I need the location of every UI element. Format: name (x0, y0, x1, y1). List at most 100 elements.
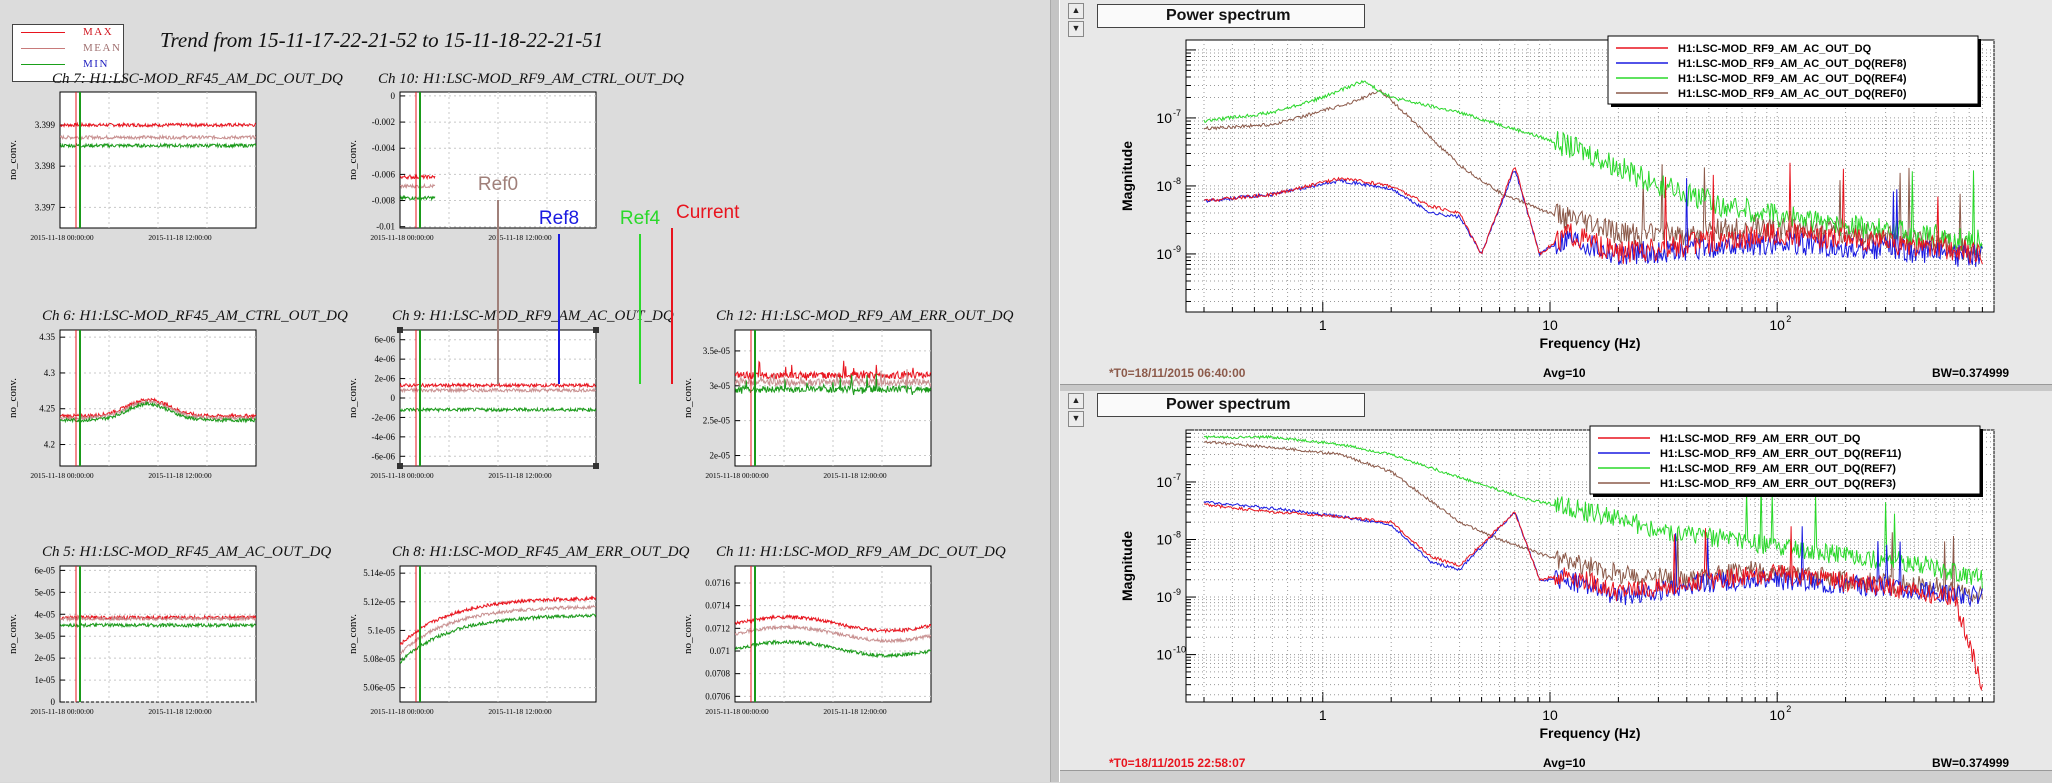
series-line-mean (735, 623, 931, 644)
series-group (60, 92, 256, 228)
y-tick-label: 10 (1156, 246, 1172, 262)
y-tick-label: 3.397 (35, 202, 56, 212)
x-axis-label: Frequency (Hz) (1539, 335, 1640, 351)
marker-label-ref0: Ref0 (478, 174, 518, 195)
y-tick-label: 5.08e-05 (363, 654, 395, 664)
x-axis-label: Frequency (Hz) (1539, 725, 1640, 741)
x-tick-label: 2015-11-18 12:00:00 (148, 233, 212, 242)
legend-label: H1:LSC-MOD_RF9_AM_ERR_OUT_DQ(REF3) (1660, 478, 1896, 490)
y-tick-label: 0 (391, 393, 396, 403)
legend-entry-max: MAX (13, 25, 123, 41)
series-line-min (400, 406, 596, 414)
x-tick-label: 2015-11-18 00:00:00 (705, 707, 769, 716)
series-line-mean (60, 615, 256, 623)
window-divider[interactable] (1050, 0, 1060, 782)
legend-label: H1:LSC-MOD_RF9_AM_AC_OUT_DQ(REF0) (1678, 88, 1907, 100)
trend-title: Trend from 15-11-17-22-21-52 to 15-11-18… (160, 28, 604, 52)
series-line-min (60, 400, 256, 424)
y-tick-exponent: -8 (1173, 176, 1181, 186)
x-tick-exponent: 2 (1786, 704, 1791, 714)
y-tick-exponent: -9 (1173, 244, 1181, 254)
spectrum-series-line (1203, 170, 1983, 267)
trend-panel-ch9: 6e-06 4e-06 2e-06 0 -2e-06 -4e-06 -6e-06 no_con… (347, 327, 599, 480)
series-line-max (735, 360, 931, 381)
y-tick-label: 2.5e-05 (703, 416, 731, 426)
resize-handle (593, 327, 599, 333)
series-group (400, 92, 436, 228)
spectrum-title-bottom: Power spectrum (1097, 393, 1365, 417)
y-tick-exponent: -7 (1173, 472, 1181, 482)
panel-title-ch12: Ch 12: H1:LSC-MOD_RF9_AM_ERR_OUT_DQ (716, 308, 1014, 324)
y-tick-label: 2e-05 (35, 653, 56, 663)
series-group (400, 330, 596, 466)
x-tick-label: 1 (1319, 707, 1327, 723)
plot-area (59, 565, 257, 703)
scroll-down-button-top[interactable]: ▼ (1068, 21, 1084, 37)
panel-title-ch8: Ch 8: H1:LSC-MOD_RF45_AM_ERR_OUT_DQ (392, 544, 690, 560)
y-tick-label: 0 (51, 697, 56, 707)
x-tick-label: 2015-11-18 12:00:00 (148, 471, 212, 480)
plot-area (734, 329, 932, 467)
series-group (60, 566, 256, 702)
scroll-down-button-bottom[interactable]: ▼ (1068, 411, 1084, 427)
pane-separator[interactable] (1060, 384, 2052, 391)
y-tick-label: 3e-05 (710, 381, 731, 391)
trend-legend: MAX MEAN MIN (12, 24, 124, 82)
t0-readout-bottom: *T0=18/11/2015 22:58:07 (1109, 756, 1246, 770)
y-tick-label: 4e-06 (375, 354, 396, 364)
y-axis-label: no_conv. (347, 614, 359, 654)
y-tick-label: 5.14e-05 (363, 568, 395, 578)
trend-panel-ch6: 4.35 4.3 4.25 4.2 no_conv. 2015-11-18 00:00:0… (7, 329, 257, 480)
series-line-max (400, 173, 436, 181)
series-group (60, 330, 256, 466)
series-line-max (735, 613, 931, 634)
scroll-up-button-top[interactable]: ▲ (1068, 3, 1084, 19)
x-tick-label: 10 (1542, 707, 1558, 723)
trend-window: MAX MEAN MIN Trend from 15-11-17-22-21-5… (7, 24, 1014, 716)
series-group (400, 566, 596, 702)
y-tick-label: 0.0708 (705, 669, 730, 679)
legend-label: H1:LSC-MOD_RF9_AM_ERR_OUT_DQ (1660, 433, 1861, 445)
scroll-up-button-bottom[interactable]: ▲ (1068, 393, 1084, 409)
y-tick-exponent: -10 (1173, 645, 1186, 655)
spectrum-series-line (1203, 79, 1983, 255)
y-tick-label: 3e-05 (35, 631, 56, 641)
y-tick-label: 0.0712 (705, 623, 730, 633)
y-tick-label: -2e-06 (372, 412, 396, 422)
y-tick-label: 3.398 (35, 161, 56, 171)
status-bar (1060, 770, 2052, 783)
y-tick-label: 10 (1156, 532, 1172, 548)
series-line-mean (60, 133, 256, 141)
y-tick-exponent: -9 (1173, 587, 1181, 597)
legend-entry-mean: MEAN (13, 41, 123, 57)
trend-panel-ch12: 3.5e-05 3e-05 2.5e-05 2e-05 no_conv. 2015-11-… (682, 329, 932, 480)
x-tick-label: 1 (1319, 317, 1327, 333)
y-tick-label: -4e-06 (372, 432, 396, 442)
y-tick-label: 4.2 (44, 440, 55, 450)
series-group (1203, 434, 1983, 692)
y-tick-exponent: -7 (1173, 108, 1181, 118)
series-line-max (400, 595, 596, 646)
plot-area (59, 329, 257, 467)
legend-label: H1:LSC-MOD_RF9_AM_ERR_OUT_DQ(REF7) (1660, 463, 1896, 475)
x-tick-label: 10 (1769, 707, 1785, 723)
resize-handle (397, 463, 403, 469)
legend-label: H1:LSC-MOD_RF9_AM_AC_OUT_DQ(REF8) (1678, 58, 1907, 70)
series-line-min (735, 639, 931, 659)
trend-panel-ch8: 5.14e-05 5.12e-05 5.1e-05 5.08e-05 5.06e-05 n… (347, 565, 597, 716)
x-tick-label: 2015-11-18 00:00:00 (370, 707, 434, 716)
y-tick-label: -6e-06 (372, 451, 396, 461)
y-tick-label: 10 (1156, 474, 1172, 490)
t0-readout-top: *T0=18/11/2015 06:40:00 (1109, 366, 1246, 380)
bw-readout-top: BW=0.374999 (1932, 366, 2010, 380)
marker-label-current: Current (676, 202, 740, 223)
x-tick-label: 2015-11-18 12:00:00 (488, 707, 552, 716)
y-tick-label: -0.002 (372, 117, 395, 127)
y-tick-label: 5.1e-05 (368, 625, 396, 635)
series-group (735, 330, 931, 466)
y-tick-label: 6e-05 (35, 565, 56, 575)
panel-title-ch11: Ch 11: H1:LSC-MOD_RF9_AM_DC_OUT_DQ (716, 544, 1006, 560)
series-line-mean (400, 182, 436, 190)
